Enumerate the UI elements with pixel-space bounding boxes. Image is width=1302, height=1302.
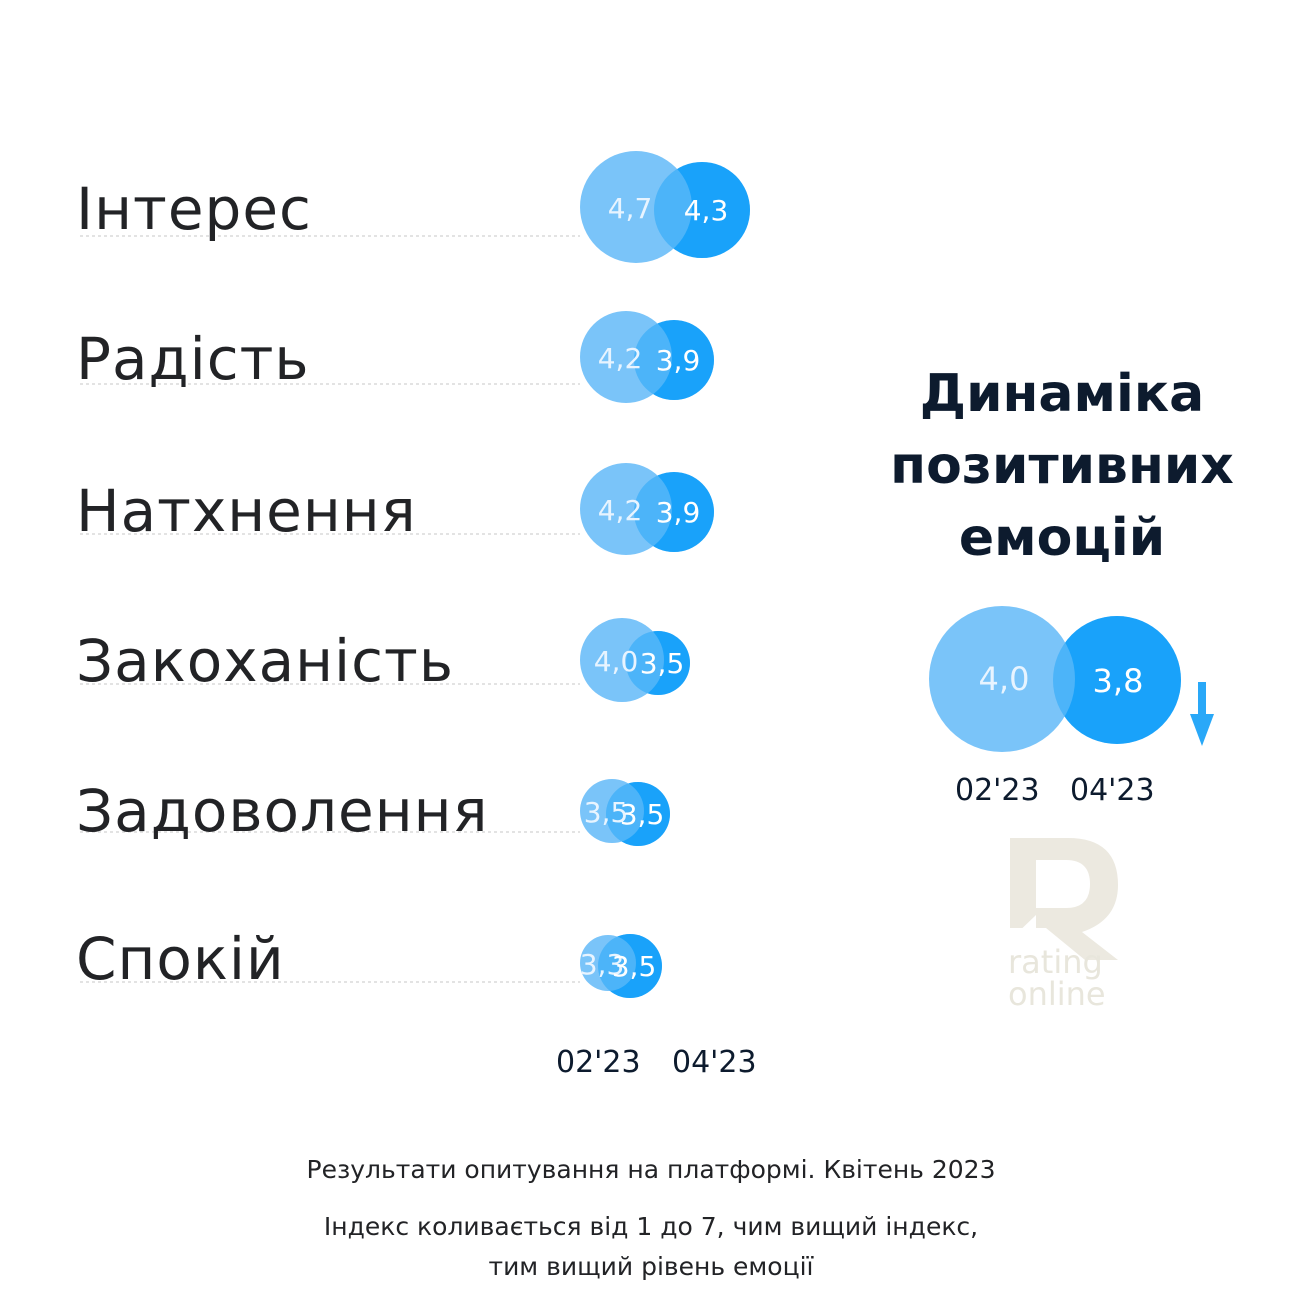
trend-down-icon bbox=[1198, 682, 1206, 716]
row-label: Інтерес bbox=[76, 175, 312, 243]
bubble-0223 bbox=[580, 935, 636, 991]
bubble-overlap bbox=[634, 320, 714, 400]
row-label: Закоханість bbox=[76, 627, 455, 695]
bubble-overlap bbox=[626, 631, 690, 695]
bubble-0223 bbox=[580, 311, 672, 403]
bubble-0223 bbox=[580, 151, 692, 263]
summary-x-label-0223: 02'23 bbox=[955, 773, 1040, 808]
value-label-0223: 3,3 bbox=[580, 948, 625, 981]
logo-text-rating: rating bbox=[1008, 943, 1103, 981]
bubble-0223 bbox=[580, 618, 664, 702]
value-label-0423: 4,3 bbox=[684, 194, 729, 227]
footer-note-1: Індекс коливається від 1 до 7, чим вищий… bbox=[323, 1212, 979, 1241]
bubble-overlap bbox=[598, 934, 662, 998]
value-label-0423: 3,9 bbox=[656, 344, 701, 377]
row-label: Натхнення bbox=[76, 477, 417, 545]
summary-bubble-overlap bbox=[1053, 616, 1181, 744]
logo-text-online: online bbox=[1008, 975, 1106, 1013]
footer-source: Результати опитування на платформі. Квіт… bbox=[306, 1155, 996, 1184]
summary-x-label-0423: 04'23 bbox=[1070, 773, 1155, 808]
summary-value-0423: 3,8 bbox=[1093, 662, 1144, 700]
summary-bubble-0223 bbox=[929, 606, 1075, 752]
bubble-overlap bbox=[606, 782, 670, 846]
value-label-0423: 3,5 bbox=[612, 950, 657, 983]
summary-title: Динаміка позитивних емоцій bbox=[890, 364, 1234, 568]
bubble-overlap bbox=[654, 162, 750, 258]
value-label-0223: 4,0 bbox=[594, 645, 639, 678]
row-label: Задоволення bbox=[76, 777, 489, 845]
bubble-0223 bbox=[580, 779, 644, 843]
x-label-0223: 02'23 bbox=[556, 1045, 641, 1080]
row-label: Спокій bbox=[76, 925, 285, 993]
summary-value-0223: 4,0 bbox=[979, 660, 1030, 698]
footer-note-2: тим вищий рівень емоції bbox=[488, 1252, 814, 1281]
trend-down-arrowhead-icon bbox=[1190, 714, 1214, 746]
summary-bubble-0423 bbox=[1053, 616, 1181, 744]
value-label-0423: 3,5 bbox=[620, 798, 665, 831]
value-label-0223: 3,5 bbox=[584, 796, 629, 829]
value-label-0223: 4,2 bbox=[598, 342, 643, 375]
value-label-0423: 3,5 bbox=[640, 647, 685, 680]
bubble-overlap bbox=[634, 472, 714, 552]
value-label-0223: 4,7 bbox=[608, 192, 653, 225]
logo-mark bbox=[1010, 838, 1118, 960]
bubble-0223 bbox=[580, 463, 672, 555]
row-label: Радість bbox=[76, 325, 310, 393]
x-label-0423: 04'23 bbox=[672, 1045, 757, 1080]
value-label-0423: 3,9 bbox=[656, 496, 701, 529]
value-label-0223: 4,2 bbox=[598, 494, 643, 527]
